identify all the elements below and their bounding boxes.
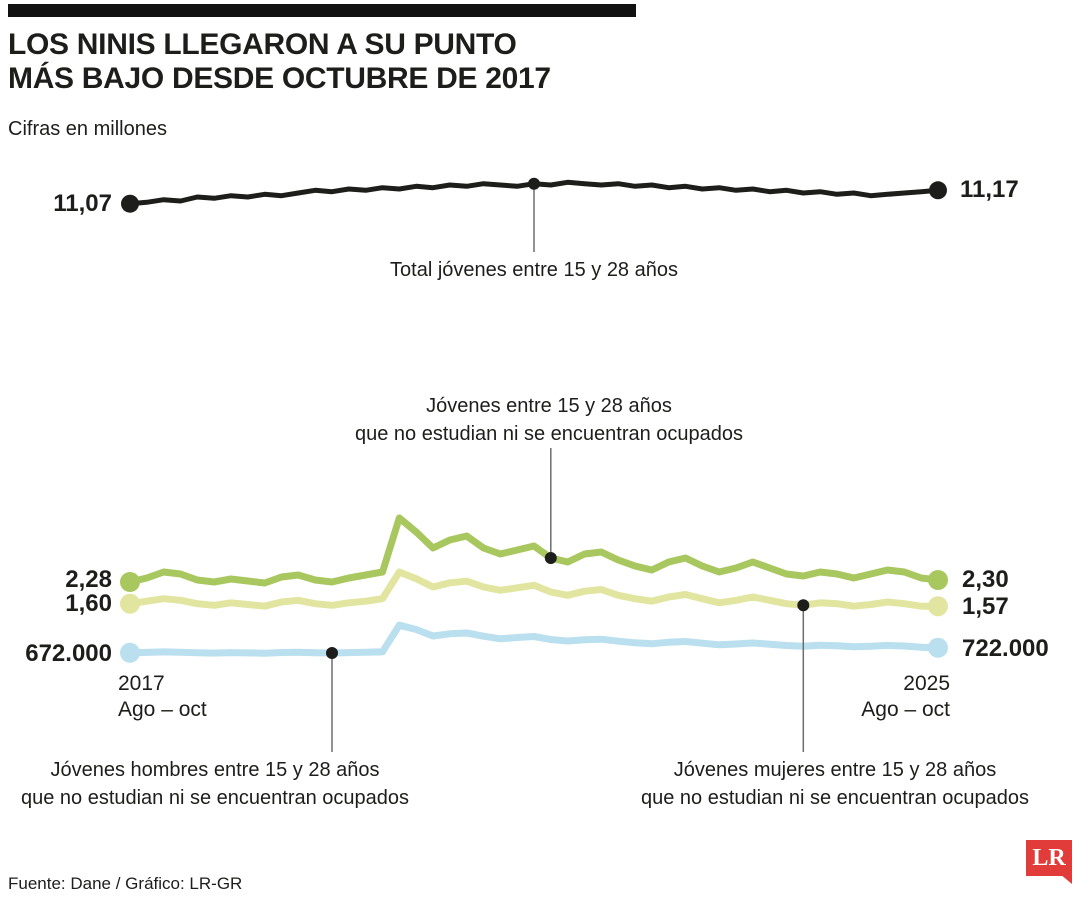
chart-subtitle: Cifras en millones (8, 118, 167, 140)
x-axis-right-year: 2025 (903, 672, 950, 695)
ninis-total-annotation-line1: Jóvenes entre 15 y 28 años (426, 395, 672, 417)
hombres-annotation: Jóvenes hombres entre 15 y 28 años que n… (21, 756, 409, 812)
total-start-value: 11,07 (53, 190, 112, 217)
hombres-end-value: 722.000 (962, 635, 1049, 662)
page-title: LOS NINIS LLEGARON A SU PUNTO MÁS BAJO D… (8, 28, 551, 96)
ninis-total-end-value: 2,30 (962, 566, 1009, 593)
total-end-value: 11,17 (960, 176, 1019, 203)
hombres-start-value: 672.000 (25, 640, 112, 667)
total-youth-line-chart (121, 177, 947, 252)
lr-logo: LR (1026, 840, 1072, 884)
mujeres-annotation: Jóvenes mujeres entre 15 y 28 años que n… (641, 756, 1029, 812)
ninis-total-annotation: Jóvenes entre 15 y 28 años que no estudi… (355, 392, 743, 448)
hombres-annotation-line1: Jóvenes hombres entre 15 y 28 años (50, 759, 380, 781)
total-annotation: Total jóvenes entre 15 y 28 años (390, 259, 678, 281)
mujeres-annotation-line1: Jóvenes mujeres entre 15 y 28 años (673, 759, 997, 781)
mujeres-end-value: 1,57 (962, 593, 1009, 620)
ninis-total-start-value: 2,28 (65, 566, 112, 593)
lr-logo-text: LR (1032, 845, 1066, 871)
source-credit: Fuente: Dane / Gráfico: LR-GR (8, 874, 243, 893)
hombres-annotation-line2: que no estudian ni se encuentran ocupado… (20, 787, 410, 809)
page-title-line2: MÁS BAJO DESDE OCTUBRE DE 2017 (8, 62, 551, 95)
mujeres-start-value: 1,60 (65, 590, 112, 617)
mujeres-annotation-line2: que no estudian ni se encuentran ocupado… (640, 787, 1030, 809)
ninis-lines-chart (120, 448, 948, 752)
ninis-total-annotation-line2: que no estudian ni se encuentran ocupado… (354, 423, 744, 445)
page-title-line1: LOS NINIS LLEGARON A SU PUNTO (8, 28, 517, 61)
x-axis-left-period: Ago – oct (118, 698, 207, 721)
x-axis-right-period: Ago – oct (861, 698, 950, 721)
header-accent-bar (8, 4, 636, 17)
x-axis-left-year: 2017 (118, 672, 165, 695)
lr-logo-tail (1060, 874, 1072, 884)
